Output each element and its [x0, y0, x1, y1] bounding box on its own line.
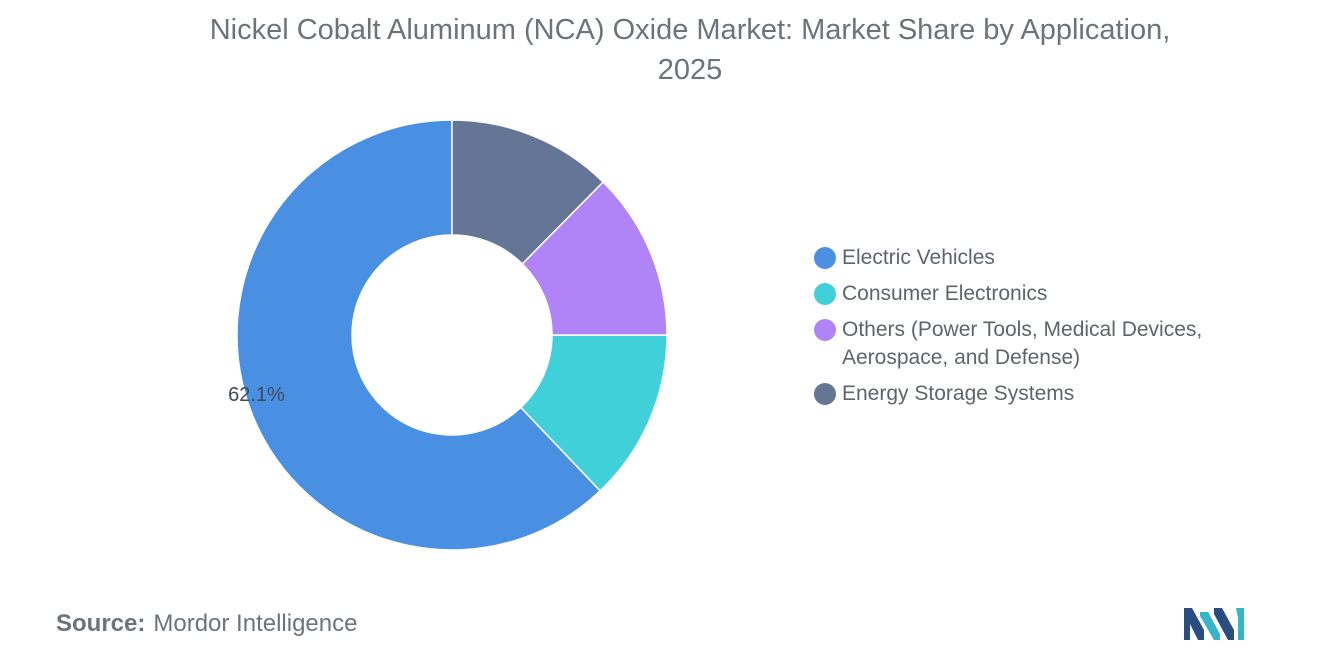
legend-label: Energy Storage Systems	[842, 382, 1075, 405]
chart-title: Nickel Cobalt Aluminum (NCA) Oxide Marke…	[60, 10, 1320, 90]
data-label: 62.1%	[228, 384, 285, 406]
mordor-intelligence-logo-icon	[1184, 608, 1244, 640]
legend-swatch	[814, 383, 836, 405]
donut-slice-electric	[236, 119, 602, 551]
donut-chart: 62.1%	[228, 119, 668, 551]
legend-item-consumer-electronics: Consumer Electronics	[814, 280, 1264, 308]
legend-swatch	[814, 247, 836, 269]
source-value: Mordor Intelligence	[153, 610, 358, 637]
legend-label: Others (Power Tools, Medical Devices, Ae…	[842, 318, 1203, 369]
legend-swatch	[814, 283, 836, 305]
legend-item-others: Others (Power Tools, Medical Devices, Ae…	[814, 316, 1264, 372]
legend-label: Electric Vehicles	[842, 246, 995, 269]
legend-item-energy-storage-systems: Energy Storage Systems	[814, 380, 1264, 408]
chart-legend: Electric Vehicles Consumer Electronics O…	[814, 244, 1264, 416]
source-label: Source:	[56, 610, 146, 637]
legend-swatch	[814, 319, 836, 341]
donut-slice-energy	[451, 119, 605, 265]
source-note: Source: Mordor Intelligence	[56, 610, 357, 638]
donut-slice-consumer	[519, 334, 668, 492]
chart-title-line-1: Nickel Cobalt Aluminum (NCA) Oxide Marke…	[209, 14, 1171, 46]
legend-label: Consumer Electronics	[842, 282, 1048, 305]
legend-item-electric-vehicles: Electric Vehicles	[814, 244, 1264, 272]
chart-title-line-2: 2025	[657, 54, 723, 86]
